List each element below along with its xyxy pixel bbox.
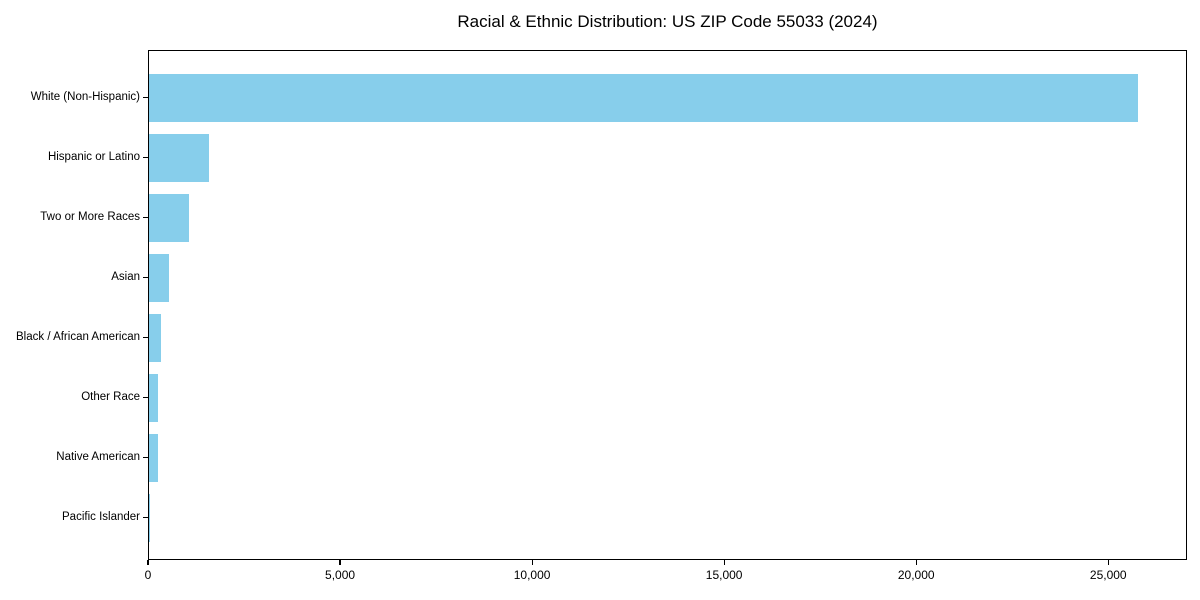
x-tick-mark (1107, 560, 1109, 565)
y-axis-label-other-race: Other Race (81, 391, 140, 403)
y-tick-mark (143, 457, 148, 459)
x-tick-label-10000: 10,000 (513, 568, 551, 582)
bar-pacific-islander (149, 494, 150, 542)
x-tick-mark (147, 560, 149, 565)
x-tick-mark (531, 560, 533, 565)
y-tick-mark (143, 277, 148, 279)
x-tick-label-0: 0 (144, 568, 152, 582)
bar-asian (149, 254, 169, 302)
x-tick-label-5000: 5,000 (325, 568, 356, 582)
bar-native-american (149, 434, 158, 482)
bar-black-african-american (149, 314, 161, 362)
y-axis-label-pacific-islander: Pacific Islander (62, 511, 140, 523)
y-axis-label-white-non-hispanic: White (Non-Hispanic) (30, 91, 140, 103)
bar-other-race (149, 374, 159, 422)
y-tick-mark (143, 217, 148, 219)
y-axis-label-asian: Asian (111, 271, 140, 283)
y-axis-label-hispanic-or-latino: Hispanic or Latino (47, 151, 140, 163)
bar-hispanic-or-latino (149, 134, 209, 182)
bar-white-non-hispanic (149, 74, 1139, 122)
y-tick-mark (143, 397, 148, 399)
bar-two-or-more-races (149, 194, 190, 242)
x-tick-label-15000: 15,000 (705, 568, 743, 582)
x-tick-label-25000: 25,000 (1089, 568, 1127, 582)
x-tick-mark (915, 560, 917, 565)
x-tick-mark (339, 560, 341, 565)
y-tick-mark (143, 517, 148, 519)
y-tick-mark (143, 97, 148, 99)
chart-title: Racial & Ethnic Distribution: US ZIP Cod… (457, 12, 878, 31)
y-axis-label-native-american: Native American (56, 451, 140, 463)
y-axis-label-two-or-more-races: Two or More Races (40, 211, 140, 223)
plot-area (148, 50, 1187, 560)
y-tick-mark (143, 337, 148, 339)
x-tick-mark (723, 560, 725, 565)
x-tick-label-20000: 20,000 (897, 568, 935, 582)
y-axis-label-black-african-american: Black / African American (16, 331, 140, 343)
y-tick-mark (143, 157, 148, 159)
